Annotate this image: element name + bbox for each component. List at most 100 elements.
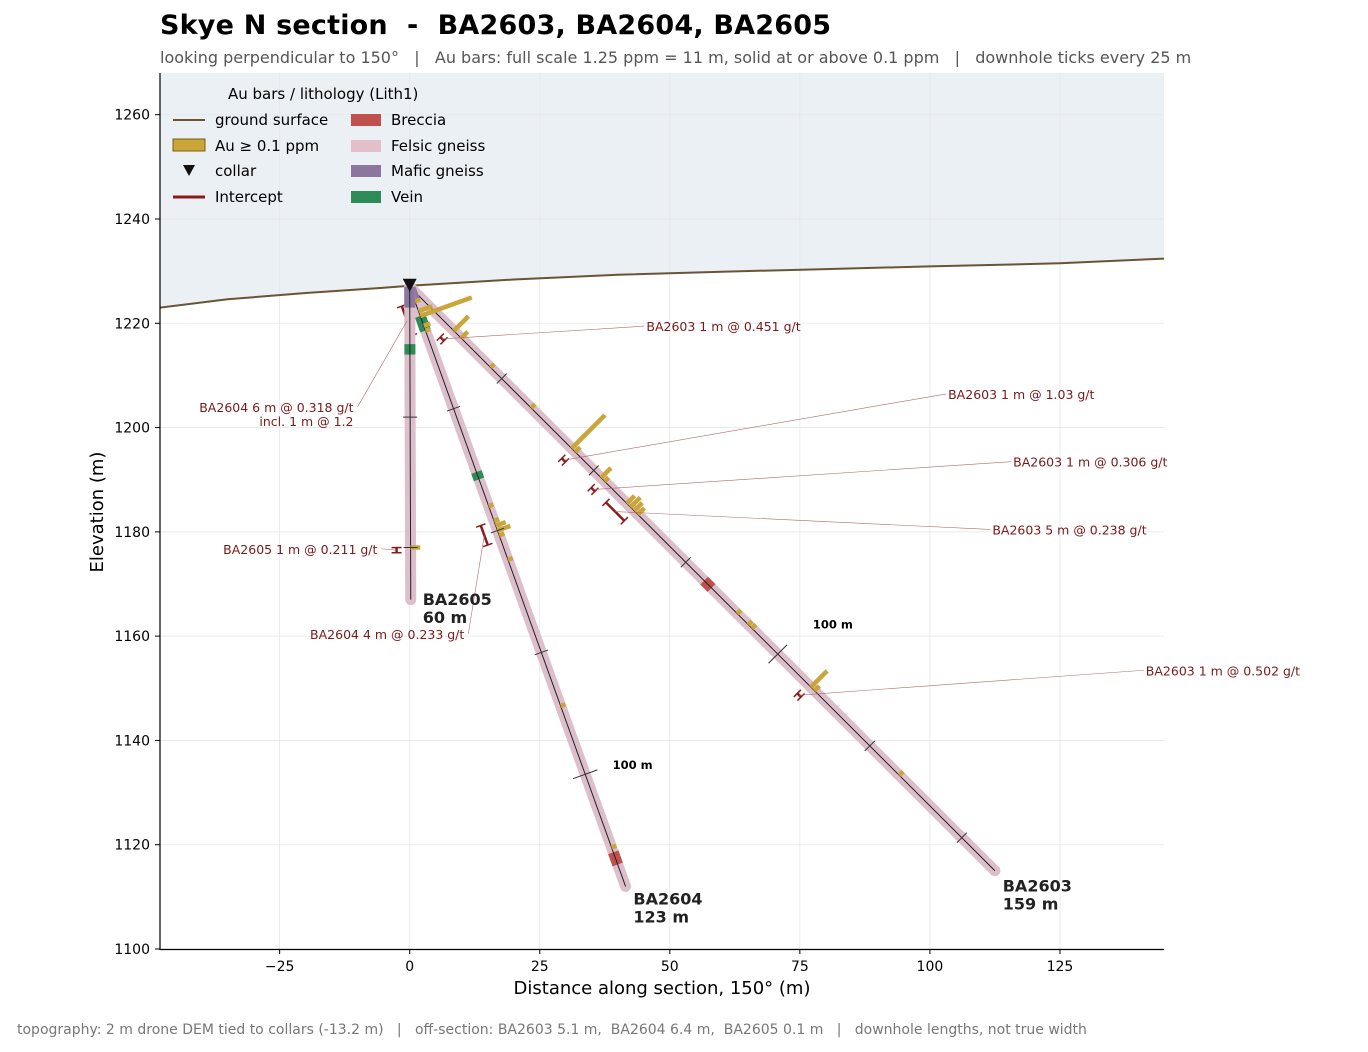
x-axis-title: Distance along section, 150° (m)	[514, 978, 811, 999]
x-tick-label: 100	[917, 959, 944, 975]
ba2604-hole-length: 123 m	[633, 908, 689, 927]
ba2604-intercept-leader	[357, 320, 408, 408]
y-tick-label: 1220	[114, 316, 150, 332]
ba2604-intercept-leader	[468, 535, 485, 634]
ba2603-au-bar	[628, 495, 642, 509]
ba2603-intercept-leader	[593, 461, 1012, 490]
y-tick-label: 1200	[114, 421, 150, 437]
chart-subtitle: looking perpendicular to 150° | Au bars:…	[160, 48, 1192, 67]
ba2603-100m-label: 100 m	[813, 617, 853, 631]
ba2603-au-bar	[452, 314, 471, 333]
ba2604-au-bar	[424, 326, 431, 333]
axes: −25 0 25 50 75 100 125 1100 1120 1140 1160 1180 1200…	[114, 73, 1164, 975]
ba2603-hole-length: 159 m	[1003, 895, 1059, 914]
ba2604-depth-tick	[490, 527, 505, 534]
ba2603-intercept-cap	[601, 498, 610, 507]
ba2603-intercept-label: BA2603 1 m @ 0.306 g/t	[1013, 455, 1167, 470]
ba2603-au-bar	[529, 402, 537, 410]
y-tick-label: 1240	[114, 212, 150, 228]
ba2604-au-bar	[493, 516, 500, 523]
legend-breccia: Breccia	[391, 111, 446, 129]
ba2604-au-bar	[417, 304, 433, 314]
ba2603-intercept-cap	[620, 516, 629, 525]
x-tick-label: 0	[405, 959, 414, 975]
x-tick-label: 50	[661, 959, 679, 975]
ba2604-au-bar	[498, 531, 506, 538]
ba2603-au-bar	[750, 622, 758, 630]
y-tick-label: 1120	[114, 838, 150, 854]
legend-au: Au ≥ 0.1 ppm	[215, 137, 319, 155]
ba2603-intercept-cap	[793, 689, 802, 698]
legend-intercept: Intercept	[215, 188, 283, 206]
ba2603-au-bar	[599, 466, 613, 480]
legend-collar-swatch	[183, 165, 195, 176]
ba2603-intercept-bar	[796, 692, 802, 698]
ba2603-au-bar	[573, 445, 582, 454]
legend-au-swatch	[172, 138, 206, 152]
ba2603-au-bar	[812, 684, 822, 693]
ba2604-intercept-label-incl: incl. 1 m @ 1.2	[259, 414, 353, 429]
legend-mafic: Mafic gneiss	[391, 162, 484, 180]
ba2604-au-bar	[507, 555, 514, 562]
ba2603-intercept-label: BA2603 5 m @ 0.238 g/t	[992, 522, 1146, 537]
ba2603-intercept-label: BA2603 1 m @ 1.03 g/t	[948, 387, 1094, 402]
ba2604-au-bar	[414, 297, 421, 304]
ba2603-au-bar	[735, 608, 743, 616]
ba2603-au-bar	[636, 506, 646, 517]
ba2603-depth-tick	[864, 740, 876, 752]
ba2603-au-bar	[746, 619, 754, 627]
x-tick-label: 25	[531, 959, 549, 975]
ba2603-au-bar	[489, 362, 496, 370]
y-tick-label: 1100	[114, 942, 150, 958]
y-tick-label: 1140	[114, 733, 150, 749]
ba2604-intercept-label: BA2604 6 m @ 0.318 g/t	[199, 400, 353, 415]
ba2604-trace	[409, 286, 627, 887]
y-tick-label: 1180	[114, 525, 150, 541]
plot-background	[160, 73, 1164, 949]
ba2603-depth-tick	[956, 832, 968, 844]
legend-title: Au bars / lithology (Lith1)	[228, 85, 418, 103]
ba2604-intercept-label: BA2604 4 m @ 0.233 g/t	[310, 627, 464, 642]
ba2603-intercept-cap	[557, 454, 566, 463]
ba2605-intercept-label: BA2605 1 m @ 0.211 g/t	[223, 542, 377, 557]
ba2603-intercept-cap	[436, 333, 445, 342]
ba2603-hole-name: BA2603	[1003, 877, 1072, 896]
legend-vein-swatch	[351, 191, 381, 203]
ba2604-hole-name: BA2604	[633, 890, 702, 909]
ba2603-depth-tick	[680, 556, 692, 568]
ba2605-intercept-leader	[381, 548, 397, 551]
ba2603-intercept-bar	[560, 457, 567, 463]
ba2603-depth-tick	[588, 465, 600, 476]
ba2604-au-bar	[419, 295, 473, 319]
ba2603-intercept-label: BA2603 1 m @ 0.502 g/t	[1146, 663, 1300, 678]
y-tick-label: 1260	[114, 108, 150, 124]
ba2605-hole-length: 60 m	[423, 608, 468, 627]
ba2605-hole-name: BA2605	[423, 590, 492, 609]
legend-collar: collar	[215, 162, 257, 180]
x-tick-label: 125	[1047, 959, 1074, 975]
drillholes	[391, 281, 1001, 892]
legend-breccia-swatch	[351, 114, 381, 126]
sky-area	[160, 73, 1164, 308]
ba2603-intercept-cap	[587, 483, 596, 492]
legend: Au bars / lithology (Lith1) ground surfa…	[172, 85, 485, 206]
ba2604-intercept-cap	[475, 523, 486, 528]
ba2603-trace	[409, 286, 996, 872]
ba2604-au-bar	[559, 702, 567, 709]
x-tick-label: 75	[791, 959, 809, 975]
ba2603-au-bar	[603, 475, 611, 484]
ba2604-au-bar	[494, 519, 507, 528]
ba2603-au-bar	[459, 330, 470, 340]
ba2604-au-bar	[487, 502, 495, 509]
footer-note: topography: 2 m drone DEM tied to collar…	[17, 1022, 1087, 1038]
ba2603-depth-tick	[496, 373, 508, 384]
legend-felsic-swatch	[351, 140, 381, 152]
ba2603-au-bar	[570, 413, 607, 450]
ba2603-intercept-leader	[799, 669, 1144, 696]
collar-marker	[402, 278, 417, 292]
ba2604-intercept-cap	[482, 542, 493, 548]
ba2604-depth-tick	[534, 649, 549, 656]
ba2603-intercept-leader	[615, 511, 991, 530]
ba2603-au-bar	[632, 501, 644, 513]
